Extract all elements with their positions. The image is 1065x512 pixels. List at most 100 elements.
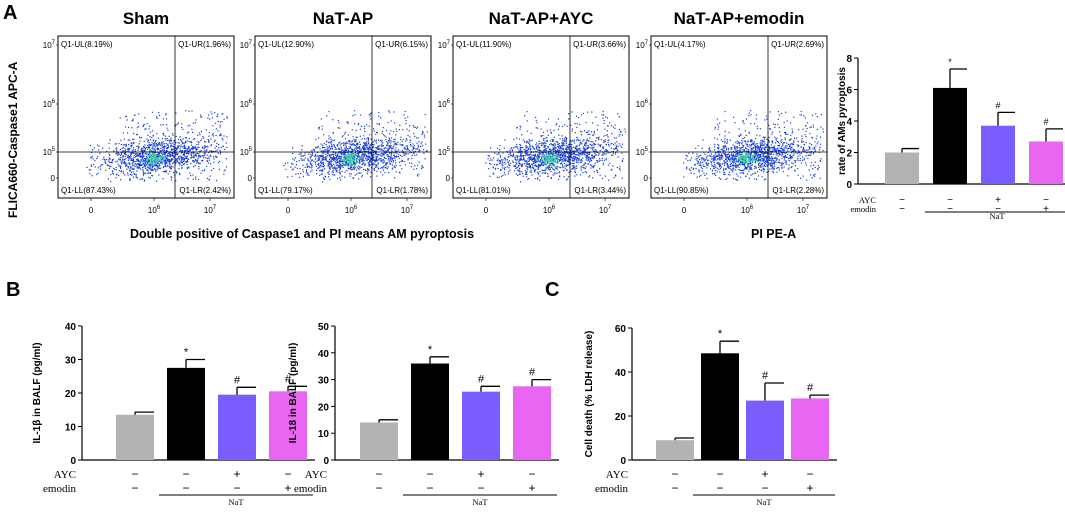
flow-event-dot bbox=[118, 158, 120, 160]
flow-event-dot bbox=[168, 159, 170, 161]
flow-event-dot bbox=[387, 166, 389, 168]
flow-event-dot bbox=[381, 143, 383, 145]
flow-event-dot bbox=[122, 155, 124, 157]
flow-event-dot bbox=[564, 158, 566, 160]
flow-event-dot bbox=[786, 148, 789, 150]
flow-event-dot bbox=[176, 123, 178, 125]
flow-event-dot bbox=[333, 157, 335, 160]
flow-event-dot bbox=[406, 139, 408, 141]
flow-event-dot bbox=[376, 170, 378, 172]
flow-event-dot bbox=[211, 113, 213, 115]
flow-event-dot bbox=[541, 152, 544, 154]
flow-event-dot bbox=[313, 149, 315, 151]
flow-dense-dot bbox=[149, 159, 152, 161]
flow-event-dot bbox=[558, 172, 560, 174]
flow-event-dot bbox=[565, 158, 567, 160]
flow-event-dot bbox=[151, 144, 153, 146]
flow-event-dot bbox=[408, 130, 410, 132]
flow-event-dot bbox=[310, 156, 312, 158]
flow-y-tick-label: 105 bbox=[438, 147, 451, 157]
flow-event-dot bbox=[489, 162, 491, 165]
flow-dense-dot bbox=[149, 151, 151, 154]
flow-event-dot bbox=[531, 139, 533, 141]
flow-event-dot bbox=[423, 152, 425, 154]
flow-event-dot bbox=[574, 132, 576, 134]
flow-event-dot bbox=[291, 162, 293, 165]
flow-event-dot bbox=[561, 158, 563, 161]
flow-dense-dot bbox=[552, 154, 555, 156]
flow-event-dot bbox=[202, 136, 204, 138]
flow-event-dot bbox=[398, 161, 400, 163]
flow-event-dot bbox=[393, 152, 395, 154]
flow-event-dot bbox=[119, 159, 121, 161]
flow-event-dot bbox=[337, 158, 339, 160]
flow-event-dot bbox=[174, 141, 177, 143]
flow-event-dot bbox=[136, 134, 138, 136]
flow-event-dot bbox=[538, 150, 540, 152]
flow-event-dot bbox=[580, 159, 582, 161]
flow-event-dot bbox=[148, 172, 150, 174]
flow-y-tick-label: 105 bbox=[43, 147, 56, 157]
flow-event-dot bbox=[206, 154, 208, 156]
flow-event-dot bbox=[383, 156, 385, 158]
flow-event-dot bbox=[794, 165, 796, 167]
flow-event-dot bbox=[351, 140, 353, 142]
flow-event-dot bbox=[205, 141, 207, 143]
flow-event-dot bbox=[321, 165, 323, 168]
flow-event-dot bbox=[504, 139, 506, 141]
flow-event-dot bbox=[209, 118, 211, 120]
flow-event-dot bbox=[131, 158, 133, 160]
flow-event-dot bbox=[97, 172, 99, 174]
flow-event-dot bbox=[89, 173, 91, 175]
flow-event-dot bbox=[109, 166, 111, 168]
flow-event-dot bbox=[599, 174, 601, 176]
flow-event-dot bbox=[128, 178, 131, 180]
flow-event-dot bbox=[584, 152, 586, 154]
flow-event-dot bbox=[547, 152, 549, 155]
flow-event-dot bbox=[329, 155, 331, 157]
flow-event-dot bbox=[336, 154, 339, 156]
flow-event-dot bbox=[131, 144, 133, 146]
flow-event-dot bbox=[557, 162, 559, 164]
flow-event-dot bbox=[612, 152, 614, 154]
flow-event-dot bbox=[322, 147, 324, 149]
flow-event-dot bbox=[496, 164, 499, 166]
flow-event-dot bbox=[362, 154, 364, 156]
flow-event-dot bbox=[188, 131, 190, 133]
flow-event-dot bbox=[493, 173, 495, 175]
quadrant-lr-label: Q1-LR(3.44%) bbox=[574, 186, 626, 195]
flow-event-dot bbox=[553, 164, 555, 166]
flow-event-dot bbox=[337, 165, 340, 168]
flow-event-dot bbox=[186, 161, 188, 163]
flow-event-dot bbox=[364, 154, 366, 156]
flow-event-dot bbox=[363, 153, 365, 155]
flow-event-dot bbox=[207, 117, 209, 119]
panel-letter-a: A bbox=[3, 2, 17, 24]
flow-event-dot bbox=[520, 150, 522, 152]
flow-event-dot bbox=[706, 155, 708, 157]
flow-event-dot bbox=[187, 125, 189, 127]
flow-event-dot bbox=[547, 167, 549, 169]
flow-event-dot bbox=[152, 149, 154, 151]
flow-event-dot bbox=[137, 155, 139, 157]
flow-event-dot bbox=[130, 154, 132, 156]
flow-event-dot bbox=[526, 111, 528, 113]
flow-event-dot bbox=[570, 170, 572, 172]
flow-event-dot bbox=[608, 179, 610, 181]
flow-event-dot bbox=[548, 150, 550, 152]
flow-event-dot bbox=[787, 133, 789, 135]
flow-event-dot bbox=[566, 145, 569, 147]
flow-event-dot bbox=[534, 162, 536, 164]
flow-event-dot bbox=[164, 163, 166, 165]
flow-event-dot bbox=[336, 169, 338, 172]
flow-event-dot bbox=[137, 147, 140, 149]
flow-event-dot bbox=[325, 159, 327, 161]
flow-dense-dot bbox=[548, 154, 550, 157]
flow-event-dot bbox=[756, 157, 758, 160]
flow-event-dot bbox=[388, 171, 390, 173]
flow-event-dot bbox=[774, 148, 777, 150]
flow-event-dot bbox=[305, 172, 307, 174]
flow-event-dot bbox=[326, 150, 328, 152]
flow-event-dot bbox=[529, 157, 531, 159]
flow-event-dot bbox=[614, 174, 617, 176]
